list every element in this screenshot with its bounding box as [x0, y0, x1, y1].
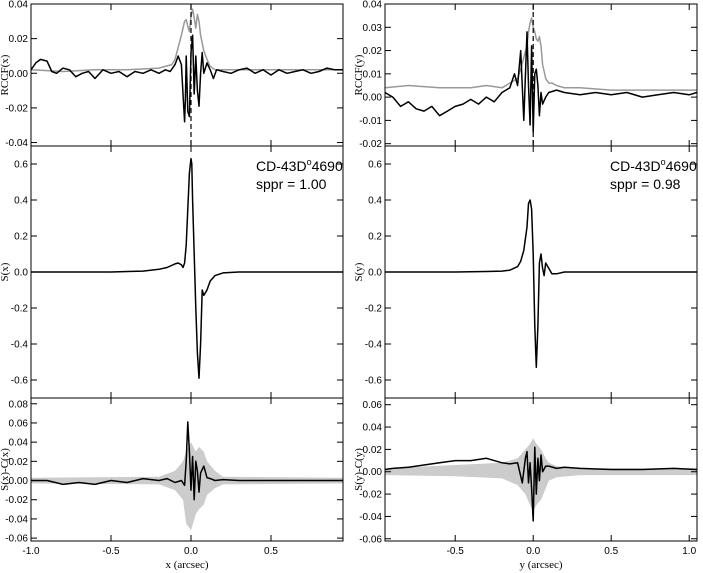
y-tick-label: -0.02	[359, 490, 382, 501]
sppr-label: sppr = 1.00	[256, 176, 327, 192]
y-axis-title: S(y)	[353, 262, 365, 281]
series-line-0	[385, 17, 697, 91]
y-tick-label: -0.06	[359, 534, 382, 545]
x-tick-label: -0.5	[447, 546, 465, 557]
y-tick-label: -0.04	[359, 512, 382, 523]
axes-frame	[30, 397, 344, 542]
x-tick-label: -0.5	[102, 546, 120, 557]
panel-left-middle: -0.6 -0.4 -0.2 0.0 0.2 0.4 0.6 S(x) CD-43Do4690 s…	[0, 145, 344, 399]
y-tick-label: 0.03	[363, 23, 383, 34]
star-name-label: CD-43Do4690	[256, 157, 343, 174]
y-tick-label: 0.06	[9, 418, 29, 429]
y-tick-label: 0.00	[363, 467, 383, 478]
series-line-0	[31, 421, 343, 501]
y-tick-label: -0.04	[5, 514, 28, 525]
series-line-1	[385, 31, 697, 133]
y-tick-label: -0.02	[359, 139, 382, 150]
x-tick-label: -1.0	[22, 546, 40, 557]
y-tick-label: 0.04	[363, 0, 383, 11]
series-line-0	[385, 199, 697, 369]
x-tick-label: 0.0	[184, 546, 198, 557]
axes-frame	[384, 3, 698, 147]
plot-area	[385, 438, 697, 522]
y-tick-label: 0.02	[9, 457, 29, 468]
panel-right-top: -0.02 -0.01 0.00 0.01 0.02 0.03 0.04 RCCF(y)	[353, 0, 698, 150]
panel-right-bottom: -0.06 -0.04 -0.02 0.00 0.02 0.04 0.06 -0.5 0.0 0.…	[353, 397, 698, 571]
series-line-0	[385, 446, 697, 522]
y-tick-label: 0.4	[14, 196, 28, 207]
x-axis-title: x (arcsec)	[165, 559, 208, 571]
plot-area	[385, 199, 697, 369]
y-axis-title: S(x)	[0, 262, 11, 281]
y-axis-title: S(y)-C(y)	[353, 448, 365, 491]
series-line-0	[31, 157, 343, 379]
y-axis-title: RCCF(x)	[0, 54, 11, 95]
y-tick-label: 0.0	[368, 268, 382, 279]
error-band	[31, 442, 343, 531]
series-line-1	[31, 34, 343, 123]
y-tick-label: -0.6	[365, 376, 383, 387]
star-name-label: CD-43Do4690	[610, 157, 697, 174]
y-tick-label: 0.00	[9, 69, 29, 80]
y-tick-label: 0.4	[368, 196, 382, 207]
y-tick-label: -0.4	[365, 340, 383, 351]
x-tick-label: 1.0	[682, 546, 696, 557]
y-tick-label: 0.06	[363, 400, 383, 411]
y-tick-label: -0.01	[359, 116, 382, 127]
sppr-label: sppr = 0.98	[610, 176, 681, 192]
y-tick-label: 0.04	[9, 0, 29, 11]
y-tick-label: 0.6	[14, 160, 28, 171]
y-tick-label: 0.01	[363, 69, 383, 80]
x-tick-label: 0.5	[604, 546, 618, 557]
y-tick-label: 0.0	[14, 268, 28, 279]
y-tick-label: 0.00	[9, 476, 29, 487]
y-tick-label: -0.06	[5, 534, 28, 545]
y-tick-label: 0.6	[368, 160, 382, 171]
x-tick-label: 0.0	[526, 546, 540, 557]
y-tick-label: -0.4	[11, 340, 29, 351]
y-tick-label: 0.02	[9, 34, 29, 45]
y-tick-label: 0.04	[363, 423, 383, 434]
y-tick-label: 0.08	[9, 399, 29, 410]
plot-area	[385, 17, 697, 133]
y-tick-label: -0.04	[5, 138, 28, 149]
plot-area	[31, 421, 343, 531]
panel-left-bottom: -0.06 -0.04 -0.02 0.00 0.02 0.04 0.06 0.08 -1.0 -…	[0, 397, 344, 571]
y-tick-label: 0.02	[363, 46, 383, 57]
y-tick-label: 0.2	[368, 232, 382, 243]
y-tick-label: -0.02	[5, 495, 28, 506]
y-axis-title: S(x)-C(x)	[0, 448, 11, 491]
plot-area	[31, 157, 343, 379]
y-tick-label: -0.2	[365, 304, 383, 315]
y-tick-label: 0.00	[363, 93, 383, 104]
y-tick-label: -0.2	[11, 304, 29, 315]
panel-right-middle: -0.6 -0.4 -0.2 0.0 0.2 0.4 0.6 S(y) CD-43Do4690 s…	[353, 145, 698, 399]
y-tick-label: 0.2	[14, 232, 28, 243]
y-tick-label: 0.02	[363, 445, 383, 456]
y-tick-label: -0.6	[11, 376, 29, 387]
plot-area	[31, 8, 343, 123]
axes-frame	[384, 397, 698, 542]
x-axis-title: y (arcsec)	[519, 559, 562, 571]
x-tick-label: 0.5	[264, 546, 278, 557]
y-tick-label: -0.02	[5, 103, 28, 114]
panel-left-top: -0.04 -0.02 0.00 0.02 0.04 RCCF(x)	[0, 0, 344, 149]
y-tick-label: 0.04	[9, 438, 29, 449]
y-axis-title: RCCF(y)	[353, 54, 365, 95]
error-band	[385, 438, 697, 511]
